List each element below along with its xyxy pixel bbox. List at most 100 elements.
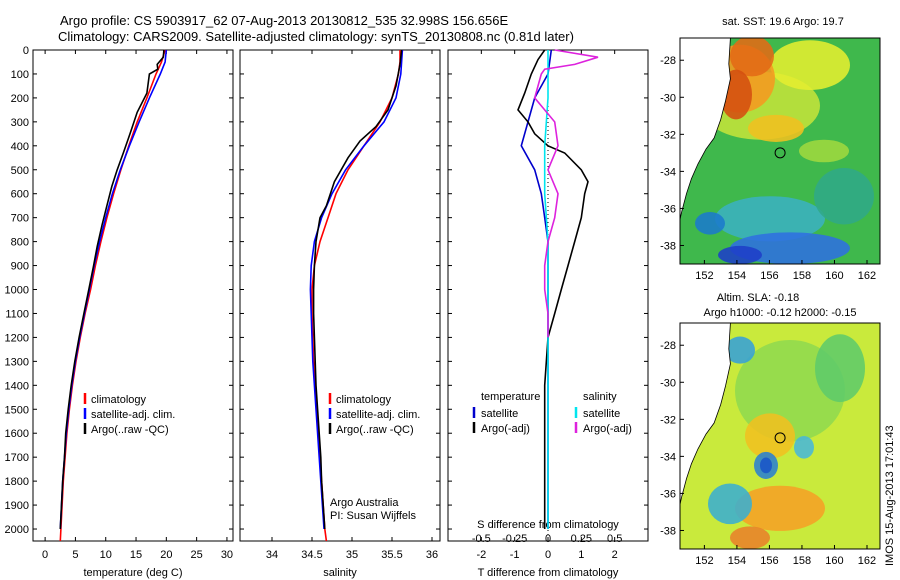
x-axis-label: salinity — [323, 567, 357, 579]
map-body — [680, 323, 880, 549]
lat-tick-label: -36 — [660, 203, 676, 215]
map-field-patch — [730, 526, 770, 549]
lon-tick-label: 158 — [793, 555, 811, 567]
x-tick-label: 36 — [426, 549, 438, 561]
legend-label: climatology — [91, 394, 147, 406]
map-field-patch — [695, 212, 725, 235]
legend-label: Argo(-adj) — [481, 423, 530, 435]
land-mass — [680, 323, 731, 505]
y-tick-label: 800 — [11, 237, 29, 249]
lon-tick-label: 152 — [695, 555, 713, 567]
x-axis-label: temperature (deg C) — [83, 567, 182, 579]
sla-map-title-line-1: Altim. SLA: -0.18 — [717, 292, 800, 304]
temperature-panel: 0100200300400500600700800900100011001200… — [5, 45, 234, 579]
x2-tick-label: -0.25 — [502, 533, 527, 545]
y-tick-label: 900 — [11, 261, 29, 273]
x2-tick-label: 0.5 — [607, 533, 622, 545]
title-line-1: Argo profile: CS 5903917_62 07-Aug-2013 … — [60, 13, 509, 28]
y-tick-label: 1100 — [5, 308, 29, 320]
y-tick-label: 1200 — [5, 332, 29, 344]
y-tick-label: 1000 — [5, 285, 29, 297]
map-field-patch — [814, 167, 874, 225]
lon-tick-label: 160 — [825, 555, 843, 567]
map-field-patch — [718, 245, 762, 264]
land-mass — [680, 38, 731, 220]
y-tick-label: 700 — [11, 213, 29, 225]
map-field-patch — [794, 436, 814, 459]
map-field-patch — [760, 457, 772, 474]
x-axis-label: T difference from climatology — [478, 567, 619, 579]
legend-title: salinity — [583, 391, 617, 403]
y-tick-label: 1700 — [5, 452, 29, 464]
y-tick-label: 200 — [11, 93, 29, 105]
map-field-patch — [730, 38, 774, 77]
lat-tick-label: -38 — [660, 525, 676, 537]
annotation-text: Argo Australia — [330, 497, 399, 509]
map-field-patch — [725, 336, 755, 364]
lat-tick-label: -30 — [660, 377, 676, 389]
x-tick-label: 0 — [42, 549, 48, 561]
plot-frame — [239, 49, 441, 542]
map-field-patch — [708, 483, 752, 525]
y-tick-label: 0 — [23, 45, 29, 57]
map-field-patch — [815, 334, 865, 403]
x2-tick-label: -0.5 — [472, 533, 491, 545]
lat-tick-label: -38 — [660, 240, 676, 252]
y-tick-label: 100 — [11, 69, 29, 81]
lat-tick-label: -28 — [660, 55, 676, 67]
x-tick-label: 34.5 — [301, 549, 322, 561]
x-tick-label: -1 — [510, 549, 520, 561]
y-tick-label: 2000 — [5, 524, 29, 536]
series-line — [312, 49, 403, 530]
annotation-text: PI: Susan Wijffels — [330, 510, 416, 522]
x2-tick-label: 0 — [545, 533, 551, 545]
legend-label: satellite-adj. clim. — [336, 409, 420, 421]
series-line — [309, 49, 404, 530]
y-tick-label: 600 — [11, 189, 29, 201]
series-line — [59, 49, 165, 530]
x-tick-label: 20 — [160, 549, 172, 561]
map-field-patch — [799, 139, 849, 163]
x-tick-label: 15 — [130, 549, 142, 561]
lon-tick-label: 152 — [695, 270, 713, 282]
lat-tick-label: -32 — [660, 414, 676, 426]
legend-title: temperature — [481, 391, 540, 403]
y-tick-label: 1600 — [5, 428, 29, 440]
x-tick-label: 25 — [191, 549, 203, 561]
x-tick-label: 2 — [612, 549, 618, 561]
x-tick-label: 5 — [72, 549, 78, 561]
lat-tick-label: -34 — [660, 451, 676, 463]
map-field-patch — [745, 413, 795, 459]
sla-map: Altim. SLA: -0.18 Argo h1000: -0.12 h200… — [660, 292, 881, 567]
map-body — [680, 38, 880, 264]
y-tick-label: 1500 — [5, 404, 29, 416]
x-tick-label: -2 — [476, 549, 486, 561]
map-frame — [679, 37, 881, 265]
y-tick-label: 400 — [11, 141, 29, 153]
lon-tick-label: 158 — [793, 270, 811, 282]
profile-location-marker — [774, 147, 786, 159]
lat-tick-label: -34 — [660, 166, 676, 178]
title-line-2: Climatology: CARS2009. Satellite-adjuste… — [58, 29, 574, 44]
x-tick-label: 0 — [545, 549, 551, 561]
y-tick-label: 1300 — [5, 356, 29, 368]
x-tick-label: 35.5 — [381, 549, 402, 561]
imos-timestamp: IMOS 15-Aug-2013 17:01:43 — [884, 425, 896, 566]
lon-tick-label: 160 — [825, 270, 843, 282]
x-tick-label: 1 — [578, 549, 584, 561]
y-tick-label: 1900 — [5, 500, 29, 512]
map-field-patch — [748, 114, 804, 142]
sst-map: sat. SST: 19.6 Argo: 19.7 -28 -30 -32 -34 -3… — [660, 16, 881, 282]
legend-label: Argo(..raw -QC) — [91, 424, 169, 436]
y-tick-label: 300 — [11, 117, 29, 129]
legend-label: satellite — [481, 408, 518, 420]
legend-label: satellite-adj. clim. — [91, 409, 175, 421]
salinity-panel: 34 34.5 35 35.5 36 salinity climatology satelli… — [239, 49, 441, 579]
lon-tick-label: 162 — [858, 555, 876, 567]
y-tick-label: 500 — [11, 165, 29, 177]
x-tick-label: 30 — [221, 549, 233, 561]
lon-tick-label: 154 — [728, 555, 746, 567]
sla-map-title-line-2: Argo h1000: -0.12 h2000: -0.15 — [704, 307, 857, 319]
